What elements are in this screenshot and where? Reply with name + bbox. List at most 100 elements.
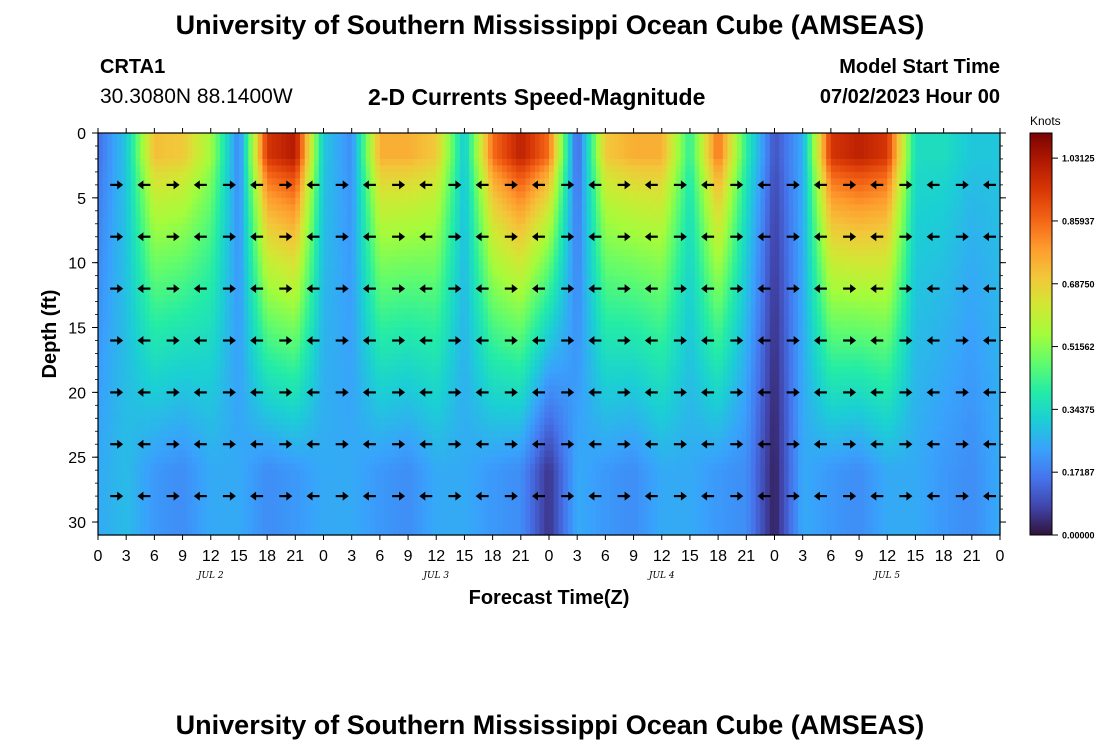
heat-cell <box>300 152 306 160</box>
heat-cell <box>746 178 752 186</box>
heat-cell <box>140 210 146 218</box>
heat-cell <box>210 282 217 290</box>
heat-cell <box>328 165 334 173</box>
heat-cell <box>210 133 217 141</box>
heat-cell <box>520 236 527 244</box>
heat-cell <box>666 230 672 238</box>
heat-cell <box>544 243 550 251</box>
heat-cell <box>130 236 137 244</box>
heat-cell <box>765 133 771 141</box>
heat-cell <box>549 178 555 186</box>
heat-cell <box>718 204 724 212</box>
heat-cell <box>563 184 569 192</box>
heat-cell <box>957 243 964 251</box>
heat-cell <box>990 210 996 218</box>
heat-cell <box>389 236 395 244</box>
heat-cell <box>342 236 348 244</box>
heat-cell <box>948 139 954 147</box>
heat-cell <box>699 139 705 147</box>
heat-cell <box>257 133 264 141</box>
heat-cell <box>187 217 193 225</box>
heat-cell <box>783 223 790 231</box>
heat-cell <box>657 269 663 277</box>
heat-cell <box>736 243 743 251</box>
heat-cell <box>957 288 964 296</box>
heat-cell <box>953 262 959 270</box>
heat-cell <box>661 230 668 238</box>
heat-cell <box>849 133 855 141</box>
heat-cell <box>497 210 503 218</box>
heat-cell <box>694 256 700 264</box>
heat-cell <box>760 217 766 225</box>
heat-cell <box>901 152 907 160</box>
heat-cell <box>680 249 686 257</box>
heat-cell <box>163 171 170 179</box>
heat-cell <box>304 223 311 231</box>
heat-cell <box>788 295 794 303</box>
heat-cell <box>863 133 870 141</box>
heat-cell <box>112 133 118 141</box>
heat-cell <box>896 262 902 270</box>
heat-cell <box>882 256 888 264</box>
heat-cell <box>967 275 973 283</box>
heat-cell <box>168 217 174 225</box>
heat-cell <box>248 139 254 147</box>
heat-cell <box>144 171 151 179</box>
heat-cell <box>534 262 541 270</box>
heat-cell <box>774 197 780 205</box>
heat-cell <box>262 269 268 277</box>
heat-cell <box>135 269 141 277</box>
heat-cell <box>290 204 296 212</box>
heat-cell <box>379 178 386 186</box>
heat-cell <box>408 210 414 218</box>
heat-cell <box>469 165 475 173</box>
heat-cell <box>215 204 221 212</box>
heat-cell <box>459 204 466 212</box>
heat-cell <box>971 275 978 283</box>
heat-cell <box>384 269 390 277</box>
heat-cell <box>746 210 752 218</box>
heat-cell <box>412 145 419 154</box>
heat-cell <box>530 171 536 179</box>
heat-cell <box>887 210 893 218</box>
heat-cell <box>722 230 729 238</box>
heat-cell <box>502 282 508 290</box>
heat-cell <box>704 262 710 270</box>
heat-cell <box>652 133 658 141</box>
heat-cell <box>976 139 982 147</box>
heat-cell <box>727 243 733 251</box>
heat-cell <box>445 191 451 199</box>
heat-cell <box>337 295 343 303</box>
heat-cell <box>502 133 508 141</box>
heat-cell <box>633 158 639 167</box>
heat-cell <box>295 152 301 160</box>
heat-cell <box>332 178 339 186</box>
heat-cell <box>346 197 353 205</box>
heat-cell <box>168 249 174 257</box>
heat-cell <box>483 249 489 257</box>
heat-cell <box>121 191 127 199</box>
heat-cell <box>605 243 611 251</box>
heat-cell <box>102 197 108 205</box>
heat-cell <box>567 243 574 251</box>
heat-cell <box>844 249 851 257</box>
heat-cell <box>577 133 583 141</box>
heat-cell <box>746 152 752 160</box>
heat-cell <box>849 158 855 167</box>
heat-cell <box>422 223 428 231</box>
heat-cell <box>130 295 137 303</box>
heat-cell <box>304 236 311 244</box>
heat-cell <box>990 275 996 283</box>
heat-cell <box>953 139 959 147</box>
heat-cell <box>957 217 964 225</box>
heat-cell <box>361 197 367 205</box>
heat-cell <box>201 152 207 160</box>
heat-cell <box>863 282 870 290</box>
heat-cell <box>525 236 531 244</box>
heat-cell <box>408 133 414 141</box>
heat-cell <box>483 191 489 199</box>
heat-cell <box>215 236 221 244</box>
heat-cell <box>741 269 747 277</box>
heat-cell <box>628 256 635 264</box>
heat-cell <box>614 243 621 251</box>
